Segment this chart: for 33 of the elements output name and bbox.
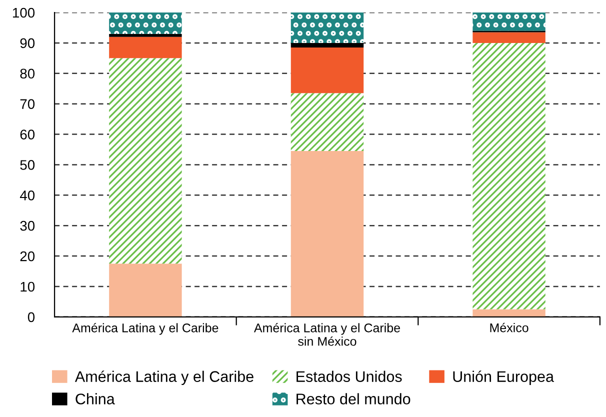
- bar: [109, 34, 182, 37]
- bar: [472, 42, 546, 310]
- bar: [109, 58, 182, 264]
- legend-label: Resto del mundo: [296, 393, 410, 404]
- y-tick-label: 30: [20, 220, 35, 231]
- y-tick-label: 80: [20, 68, 35, 79]
- y-tick-label: 70: [20, 99, 35, 109]
- y-tick-label: 90: [20, 38, 35, 48]
- x-tick-label: México: [490, 322, 528, 332]
- bar: [290, 48, 364, 94]
- legend-label: Unión Europea: [453, 370, 554, 385]
- x-tick-label: América Latina y el Caribe sin México: [254, 323, 400, 346]
- y-tick-label: 40: [20, 190, 35, 200]
- x-tick-label: América Latina y el Caribe: [72, 323, 218, 335]
- bar: [109, 36, 182, 58]
- y-tick-label: 0: [28, 312, 35, 322]
- bar: [290, 42, 364, 48]
- legend-label: América Latina y el Caribe: [74, 370, 254, 385]
- bar: [290, 12, 364, 43]
- y-tick-label: 60: [20, 130, 35, 140]
- y-tick-label: 10: [20, 282, 35, 292]
- bar: [290, 93, 364, 152]
- bar: [109, 12, 182, 34]
- legend-label: Estados Unidos: [296, 370, 402, 382]
- y-tick-label: 20: [20, 251, 35, 262]
- bar: [109, 264, 182, 317]
- bar: [472, 12, 546, 31]
- y-tick-label: 100: [12, 8, 35, 18]
- bar: [472, 309, 546, 317]
- bar: [472, 32, 546, 43]
- y-tick-label: 50: [20, 160, 35, 170]
- legend-label: China: [76, 393, 115, 404]
- bar: [290, 151, 364, 317]
